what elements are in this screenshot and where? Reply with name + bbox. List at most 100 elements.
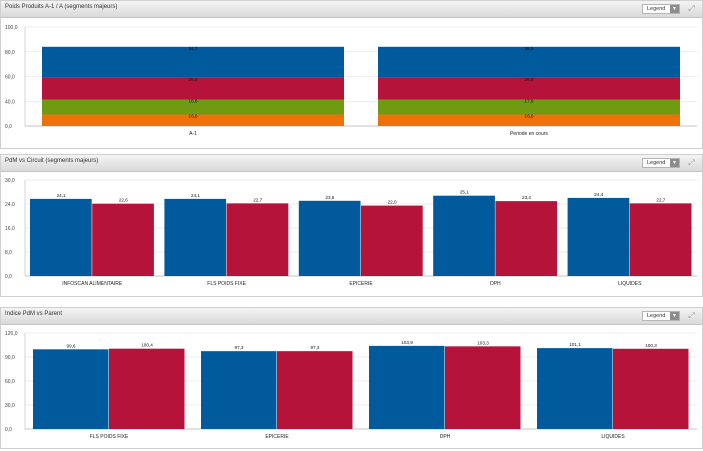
y-tick-label: 80,0 <box>5 50 15 56</box>
expand-icon[interactable]: ⤢ <box>688 4 695 13</box>
chart-poids-produits: 100,0 80,0 60,0 40,0 0,0 A-1 16,6 16,8 25,4 34,7 P… <box>5 25 697 137</box>
data-label: 16,8 <box>189 99 198 104</box>
bar <box>277 351 353 429</box>
data-label: 25,1 <box>460 190 469 195</box>
bar-segment <box>378 114 680 126</box>
panel-title: PdM vs Circuit (segments majeurs) <box>5 158 99 164</box>
bar <box>369 345 445 429</box>
chevron-down-icon[interactable]: ▼ <box>670 312 679 320</box>
panel-header: Indice PdM vs Parent Legend ▼ ⤢ <box>1 308 702 325</box>
bar <box>495 201 558 276</box>
category-label: EPICERIE <box>349 281 373 287</box>
legend-dropdown-label: Legend <box>647 160 666 166</box>
chart-pdm-circuit: 30,0 24,0 16,0 8,0 0,0 INFOSCAN ALIMENTAIRE 24… <box>5 178 697 287</box>
bar <box>537 348 613 429</box>
y-tick-label: 30,0 <box>5 403 15 409</box>
y-tick-label: 24,0 <box>5 202 15 208</box>
y-tick-label: 60,0 <box>5 75 15 81</box>
data-label: 25,4 <box>189 77 198 82</box>
y-tick-label: 30,0 <box>5 178 15 184</box>
panel-title: Poids Produits A-1 / A (segments majeurs… <box>5 4 118 10</box>
data-label: 26,5 <box>525 77 534 82</box>
bar <box>226 203 289 276</box>
bar-segment <box>378 46 680 78</box>
data-label: 103,3 <box>477 340 489 345</box>
legend-dropdown[interactable]: Legend ▼ <box>642 158 680 168</box>
bar <box>567 197 630 276</box>
y-tick-label: 0,0 <box>5 274 12 280</box>
legend-dropdown-label: Legend <box>647 313 666 319</box>
data-label: 17,6 <box>525 99 534 104</box>
data-label: 100,3 <box>645 343 657 348</box>
category-label: LIQUIDES <box>601 434 625 440</box>
bar <box>433 195 495 276</box>
data-label: 100,4 <box>141 343 153 348</box>
chevron-down-icon[interactable]: ▼ <box>670 5 679 13</box>
legend-dropdown[interactable]: Legend ▼ <box>642 311 680 321</box>
category-label: DPH <box>490 281 501 287</box>
bar <box>30 198 92 276</box>
bar <box>33 349 109 429</box>
bar <box>298 200 361 276</box>
chart-indice-pdm: 120,0 90,0 60,0 30,0 0,0 FLS POIDS FIXE 99,6 10… <box>5 331 697 440</box>
panel-poids-produits: Poids Produits A-1 / A (segments majeurs… <box>0 0 703 149</box>
data-label: 34,7 <box>189 46 198 51</box>
bar <box>201 351 277 429</box>
bar <box>361 205 423 276</box>
panel-header: PdM vs Circuit (segments majeurs) Legend… <box>1 155 702 172</box>
bar-segment <box>42 46 344 78</box>
panel-pdm-circuit: PdM vs Circuit (segments majeurs) Legend… <box>0 154 703 297</box>
legend-dropdown-label: Legend <box>647 6 666 12</box>
y-tick-label: 120,0 <box>5 331 18 337</box>
y-tick-label: 100,0 <box>5 25 18 31</box>
bar <box>613 348 689 429</box>
data-label: 24,4 <box>594 192 603 197</box>
y-tick-label: 16,0 <box>5 226 15 232</box>
expand-icon[interactable]: ⤢ <box>688 158 695 167</box>
chevron-down-icon[interactable]: ▼ <box>670 159 679 167</box>
data-label: 97,3 <box>235 345 244 350</box>
data-label: 22,7 <box>656 197 665 202</box>
category-label: FLS POIDS FIXE <box>90 434 129 440</box>
legend-dropdown[interactable]: Legend ▼ <box>642 4 680 14</box>
panel-title: Indice PdM vs Parent <box>5 311 63 317</box>
y-tick-label: 40,0 <box>5 99 15 105</box>
data-label: 97,3 <box>311 345 320 350</box>
data-label: 16,6 <box>189 114 198 119</box>
bar <box>164 198 227 276</box>
data-label: 22,6 <box>119 198 128 203</box>
bar-segment <box>42 114 344 126</box>
panel-header: Poids Produits A-1 / A (segments majeurs… <box>1 1 702 18</box>
data-label: 22,0 <box>388 200 397 205</box>
data-label: 24,1 <box>57 193 66 198</box>
category-label: DPH <box>440 434 451 440</box>
data-label: 23,5 <box>325 195 334 200</box>
category-label: LIQUIDES <box>618 281 642 287</box>
data-label: 16,6 <box>525 114 534 119</box>
y-tick-label: 0,0 <box>5 427 12 433</box>
data-label: 24,1 <box>191 193 200 198</box>
category-label: FLS POIDS FIXE <box>207 281 246 287</box>
category-label: A-1 <box>189 131 197 137</box>
bar-segment <box>42 99 344 115</box>
data-label: 23,4 <box>522 195 531 200</box>
panel-indice-pdm: Indice PdM vs Parent Legend ▼ ⤢ 120,0 90,… <box>0 307 703 449</box>
expand-icon[interactable]: ⤢ <box>688 311 695 320</box>
y-tick-label: 0,0 <box>5 124 12 130</box>
bar <box>629 203 692 276</box>
y-tick-label: 90,0 <box>5 355 15 361</box>
bar <box>445 346 521 429</box>
data-label: 22,7 <box>253 197 262 202</box>
y-tick-label: 8,0 <box>5 250 12 256</box>
bar <box>109 348 185 429</box>
category-label: EPICERIE <box>265 434 289 440</box>
category-label: INFOSCAN ALIMENTAIRE <box>62 281 123 287</box>
bar-segment <box>378 99 680 115</box>
bar-segment <box>378 77 680 100</box>
y-tick-label: 60,0 <box>5 379 15 385</box>
data-label: 99,6 <box>67 343 76 348</box>
bar-segment <box>42 77 344 100</box>
data-label: 36,5 <box>525 46 534 51</box>
data-label: 101,1 <box>569 342 581 347</box>
bar <box>92 203 154 276</box>
